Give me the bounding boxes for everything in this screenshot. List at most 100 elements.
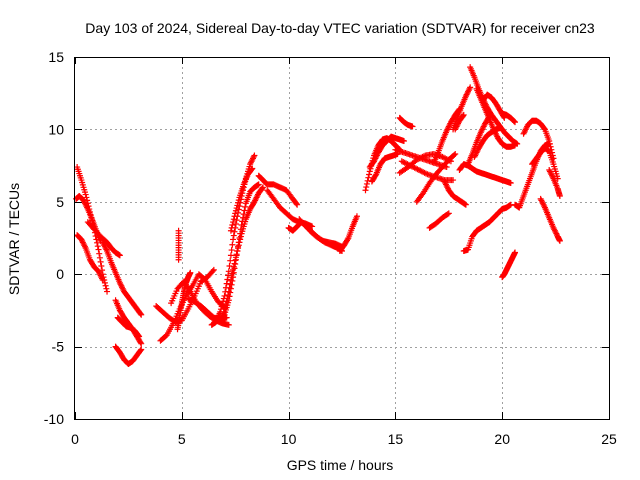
data-point: [231, 228, 238, 235]
data-point: [507, 179, 514, 186]
data-point: [512, 142, 519, 149]
data-point: [227, 289, 234, 296]
series-arc-07: [112, 343, 145, 367]
data-point: [497, 124, 504, 131]
data-point: [138, 346, 145, 353]
series-arc-05: [99, 239, 145, 318]
data-point: [225, 272, 232, 279]
data-point: [460, 111, 467, 118]
data-point: [362, 187, 369, 194]
data-point: [232, 256, 239, 263]
x-tick-label: 15: [388, 431, 404, 447]
data-point: [234, 248, 241, 255]
data-point: [187, 269, 194, 276]
data-point: [235, 239, 242, 246]
series-arc-50: [537, 195, 563, 244]
y-axis-ticks: -10 -5 0 5 10 15: [44, 49, 609, 427]
series-arc-27: [368, 151, 401, 185]
data-point: [226, 262, 233, 269]
data-point: [248, 166, 255, 173]
series-arc-03: [74, 232, 106, 283]
data-point: [175, 227, 182, 234]
x-tick-label: 20: [494, 431, 510, 447]
series-arc-31: [396, 114, 416, 130]
data-point: [230, 269, 237, 276]
x-axis-ticks: 0 5 10 15 20 25: [71, 57, 617, 447]
data-point: [366, 171, 373, 178]
data-point: [365, 174, 372, 181]
data-point: [233, 252, 240, 259]
data-point: [241, 207, 248, 214]
data-point: [444, 211, 451, 218]
y-tick-label: 5: [56, 194, 64, 210]
data-point: [230, 236, 237, 243]
data-point: [229, 277, 236, 284]
data-point: [547, 143, 554, 150]
series-arc-46: [499, 249, 519, 281]
data-point: [209, 268, 216, 275]
y-tick-label: 0: [56, 266, 64, 282]
data-point: [225, 297, 232, 304]
data-point: [485, 114, 492, 121]
data-point: [225, 268, 232, 275]
plot-frame: [74, 57, 610, 420]
data-point: [82, 191, 89, 198]
data-point: [242, 203, 249, 210]
series-arc-17: [221, 181, 262, 318]
series-arc-26: [366, 133, 407, 171]
data-point: [249, 165, 256, 172]
data-point: [235, 197, 242, 204]
data-point: [452, 151, 459, 158]
data-point: [556, 237, 563, 244]
data-point: [116, 252, 123, 259]
data-point: [226, 293, 233, 300]
data-point: [294, 201, 301, 208]
series-arc-19: [255, 172, 301, 208]
series-arc-24: [336, 213, 360, 255]
data-point: [99, 276, 106, 283]
data-point: [460, 112, 467, 119]
data-point: [227, 227, 234, 234]
data-point: [231, 213, 238, 220]
series-arc-08: [114, 314, 143, 340]
data-point: [259, 184, 266, 191]
data-point: [218, 303, 225, 310]
data-point: [363, 184, 370, 191]
data-point: [232, 261, 239, 268]
data-point: [237, 230, 244, 237]
data-point: [230, 232, 237, 239]
y-tick-label: -10: [44, 411, 64, 427]
data-point: [353, 213, 360, 220]
data-point: [223, 280, 230, 287]
data-point: [450, 177, 457, 184]
data-point: [230, 219, 237, 226]
x-tick-label: 25: [601, 431, 617, 447]
chart-title: Day 103 of 2024, Sidereal Day-to-day VTE…: [85, 20, 595, 36]
data-point: [83, 194, 90, 201]
data-point: [98, 262, 105, 269]
x-axis-label: GPS time / hours: [287, 457, 394, 473]
data-points: [73, 64, 563, 367]
data-point: [96, 254, 103, 261]
data-point: [259, 185, 266, 192]
data-point: [512, 119, 519, 126]
data-point: [228, 281, 235, 288]
data-point: [409, 123, 416, 130]
data-point: [293, 200, 300, 207]
data-point: [227, 252, 234, 259]
data-point: [104, 288, 111, 295]
data-point: [136, 333, 143, 340]
data-point: [137, 310, 144, 317]
data-point: [546, 137, 553, 144]
data-point: [137, 339, 144, 346]
data-point: [255, 181, 262, 188]
series-arc-39: [460, 201, 514, 255]
data-point: [233, 205, 240, 212]
data-point: [237, 226, 244, 233]
data-point: [486, 113, 493, 120]
data-point: [232, 210, 239, 217]
data-point: [219, 300, 226, 307]
data-point: [137, 347, 144, 354]
data-point: [103, 285, 110, 292]
